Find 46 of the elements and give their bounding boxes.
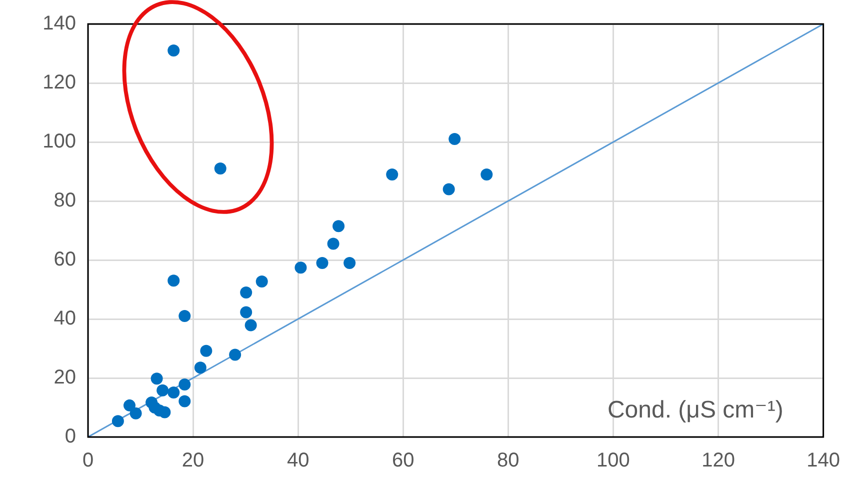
point [156,384,169,396]
x-tick-label: 0 [82,450,94,472]
x-tick-label: 100 [596,450,630,472]
point [294,262,307,274]
x-axis-title: Cond. (μS cm⁻¹) [607,396,784,424]
y-tick-label: 20 [54,366,76,389]
y-tick-label: 100 [42,130,76,153]
point [112,415,124,428]
point [130,407,142,420]
point [200,344,212,357]
x-tick-label: 60 [392,450,414,472]
point [168,44,180,57]
point [240,286,252,298]
point [178,378,191,390]
point [168,274,180,287]
x-tick-label: 120 [702,450,735,472]
x-tick-label: 140 [806,450,840,472]
point [480,168,493,180]
point [244,319,257,332]
point [178,310,191,322]
point [214,162,226,175]
point [194,362,206,374]
point [158,406,171,418]
y-tick-label: 0 [64,426,76,448]
point [448,133,461,146]
point [332,220,345,232]
point [344,256,356,269]
point [256,276,268,288]
y-tick-label: 80 [54,190,76,212]
point [442,183,455,196]
x-tick-label: 20 [182,450,204,472]
y-tick-label: 60 [54,248,76,271]
point [327,238,340,250]
y-tick-label: 40 [54,308,76,330]
y-tick-label: 120 [42,72,76,94]
point [168,386,180,398]
point [178,395,191,408]
point [386,168,398,180]
point [150,372,163,385]
point [123,399,136,412]
y-tick-label: 140 [42,12,76,35]
point [240,306,252,318]
x-tick-label: 80 [497,450,520,472]
point [316,256,328,269]
point [229,348,242,361]
x-tick-label: 40 [286,450,310,472]
